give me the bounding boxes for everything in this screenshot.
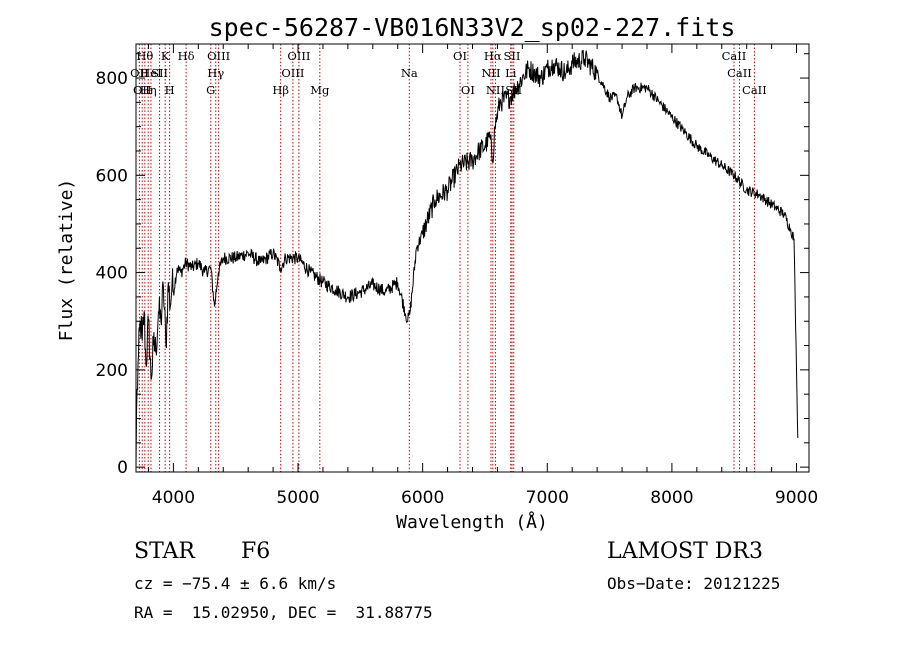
- x-tick-label: 6000: [401, 488, 444, 508]
- x-tick-label: 9000: [775, 488, 818, 508]
- x-tick-label: 5000: [276, 488, 319, 508]
- spectral-line-label: Hδ: [178, 49, 195, 63]
- spectral-line-label: OI: [453, 49, 467, 63]
- spectral-line-label: K: [161, 49, 170, 63]
- spectral-line-label: NII: [486, 83, 505, 97]
- spectral-line-label: NII: [481, 66, 500, 80]
- y-tick-label: 800: [96, 69, 128, 89]
- spectral-line-label: SII: [151, 66, 168, 80]
- spectral-line-label: Hα: [484, 49, 502, 63]
- x-tick-label: 4000: [152, 488, 195, 508]
- spectral-line-labels: OIIOIIHθHηHeISIIKHHδGHγOIIIHβOIIIOIIIMgN…: [130, 49, 767, 97]
- spectral-line-label: CaII: [742, 83, 767, 97]
- spectral-line-label: H: [165, 83, 175, 97]
- observation-date: Obs−Date: 20121225: [607, 574, 781, 593]
- spectral-line-label: G: [206, 83, 215, 97]
- axis-ticks: 4000 5000 6000 7000 8000 9000 0 200 400 600 800: [96, 44, 818, 508]
- spectral-line-label: OII: [133, 83, 152, 97]
- spectral-line-label: Na: [401, 66, 418, 80]
- spectral-line-label: HeI: [140, 66, 161, 80]
- spectral-line-label: OIII: [207, 49, 230, 63]
- y-tick-label: 0: [117, 458, 128, 478]
- spectral-line-label: Hγ: [207, 66, 224, 80]
- spectral-line-label: OII: [130, 66, 149, 80]
- coordinates-info: RA = 15.02950, DEC = 31.88775: [134, 603, 433, 622]
- spectral-line-label: Li: [505, 66, 517, 80]
- spectral-line-label: Hη: [140, 83, 157, 97]
- y-axis-label: Flux (relative): [56, 179, 77, 342]
- spectral-line-label: CaII: [727, 66, 752, 80]
- object-subclass: F6: [241, 539, 271, 564]
- survey-name: LAMOST DR3: [607, 539, 763, 564]
- x-tick-label: 8000: [650, 488, 693, 508]
- spectrum-line: [135, 50, 799, 468]
- object-type: STAR: [134, 539, 195, 564]
- x-tick-label: 7000: [526, 488, 569, 508]
- spectral-line-label: Hθ: [136, 49, 153, 63]
- chart-title: spec-56287-VB016N33V2_sp02-227.fits: [209, 13, 736, 42]
- y-tick-label: 400: [96, 264, 128, 284]
- spectral-line-label: SII: [504, 49, 521, 63]
- spectral-line-label: Hβ: [272, 83, 289, 97]
- spectral-line-label: OI: [461, 83, 475, 97]
- y-tick-label: 200: [96, 361, 128, 381]
- spectral-line-label: CaII: [722, 49, 747, 63]
- y-tick-label: 600: [96, 166, 128, 186]
- spectral-line-label: OIII: [281, 66, 304, 80]
- redshift-info: cz = −75.4 ± 6.6 km/s: [134, 574, 337, 593]
- spectral-line-label: Mg: [310, 83, 330, 97]
- x-axis-label: Wavelength (Å): [396, 511, 548, 533]
- spectral-line-label: OIII: [287, 49, 310, 63]
